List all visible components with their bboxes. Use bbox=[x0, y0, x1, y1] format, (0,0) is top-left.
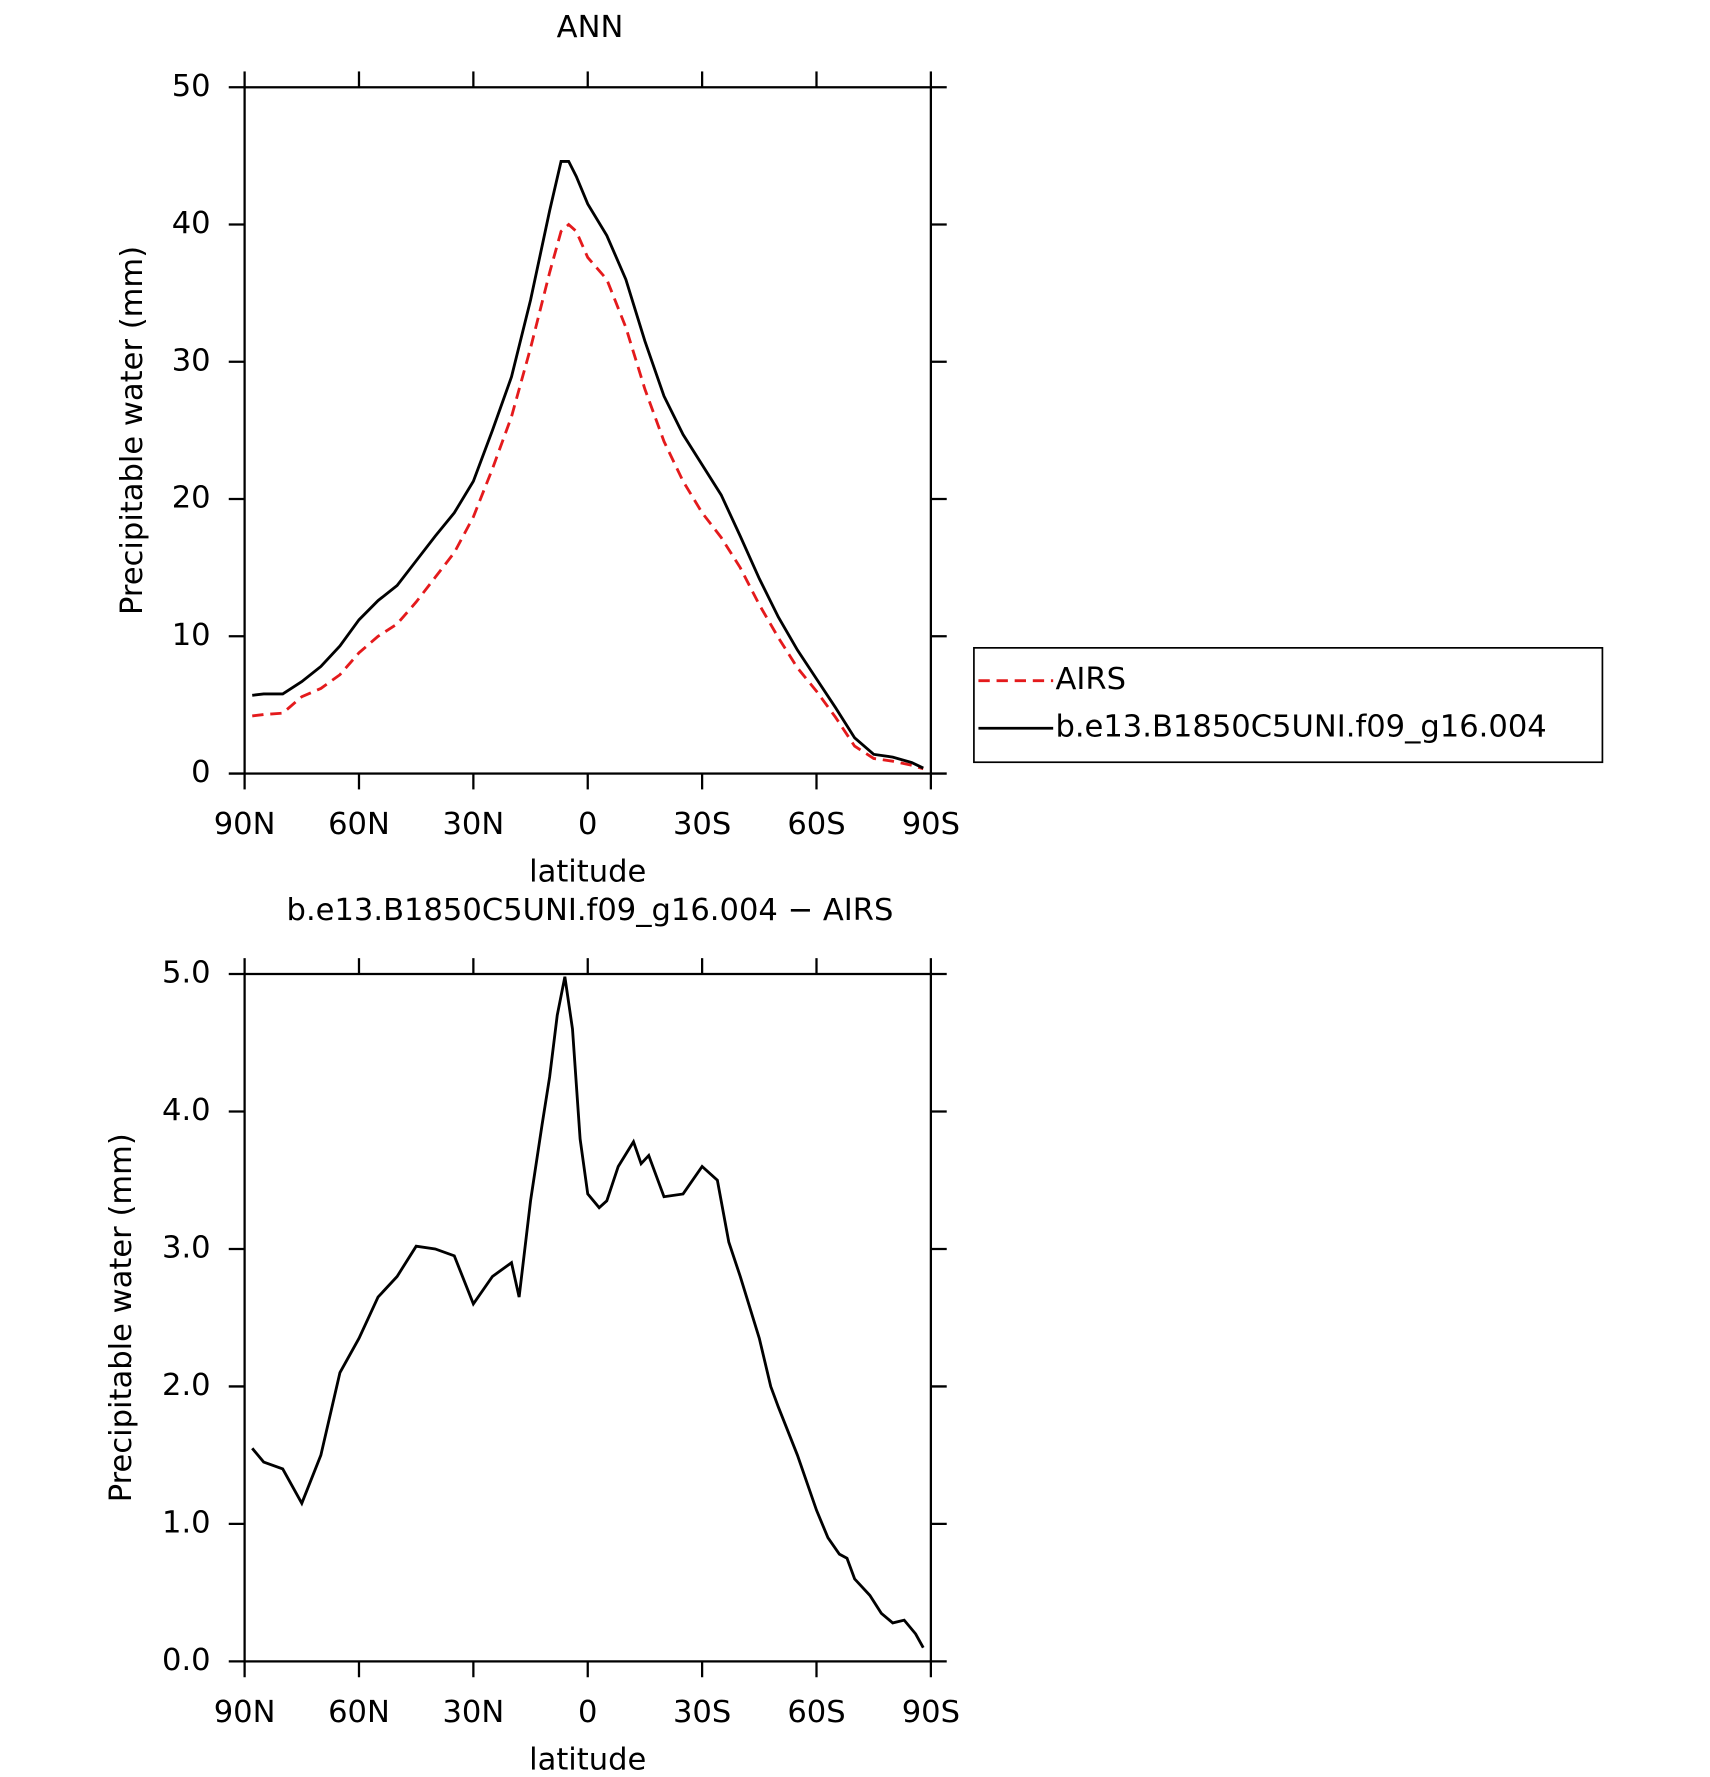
x-tick-label: 60S bbox=[787, 807, 845, 842]
y-tick-label: 20 bbox=[172, 481, 211, 516]
plot-frame bbox=[243, 972, 933, 1663]
x-tick-label: 90N bbox=[214, 807, 276, 842]
y-tick-label: 0 bbox=[191, 755, 210, 790]
y-tick-label: 0.0 bbox=[162, 1643, 211, 1678]
x-tick-label: 30N bbox=[442, 807, 504, 842]
x-tick-label: 0 bbox=[578, 807, 597, 842]
y-tick-label: 50 bbox=[172, 69, 211, 104]
x-tick-label: 60S bbox=[787, 1695, 845, 1730]
data-line bbox=[251, 976, 925, 1649]
x-tick-label: 0 bbox=[578, 1695, 597, 1730]
y-tick-label: 30 bbox=[172, 343, 211, 378]
data-line bbox=[252, 222, 924, 771]
chart-title: ANN bbox=[557, 10, 624, 45]
x-axis-label: latitude bbox=[529, 855, 646, 890]
legend-box bbox=[973, 647, 1604, 764]
x-tick-label: 60N bbox=[328, 807, 390, 842]
data-line bbox=[252, 159, 924, 770]
y-tick-label: 4.0 bbox=[162, 1093, 211, 1128]
x-tick-label: 90S bbox=[902, 807, 960, 842]
x-tick-label: 30N bbox=[442, 1695, 504, 1730]
chart-title: b.e13.B1850C5UNI.f09_g16.004 − AIRS bbox=[287, 893, 894, 928]
plot-frame bbox=[243, 86, 933, 775]
y-tick-label: 5.0 bbox=[162, 955, 211, 990]
y-axis-label: Precipitable water (mm) bbox=[115, 246, 150, 615]
y-tick-label: 2.0 bbox=[162, 1368, 211, 1403]
x-tick-label: 30S bbox=[673, 1695, 731, 1730]
x-tick-label: 60N bbox=[328, 1695, 390, 1730]
x-axis-label: latitude bbox=[529, 1743, 646, 1777]
y-tick-label: 1.0 bbox=[162, 1505, 211, 1540]
x-tick-label: 30S bbox=[673, 807, 731, 842]
y-tick-label: 3.0 bbox=[162, 1230, 211, 1265]
legend-label: b.e13.B1850C5UNI.f09_g16.004 bbox=[1055, 710, 1546, 745]
x-tick-label: 90S bbox=[902, 1695, 960, 1730]
y-tick-label: 10 bbox=[172, 618, 211, 653]
legend-label: AIRS bbox=[1055, 662, 1126, 697]
y-axis-label: Precipitable water (mm) bbox=[104, 1133, 139, 1502]
y-tick-label: 40 bbox=[172, 206, 211, 241]
x-tick-label: 90N bbox=[214, 1695, 276, 1730]
